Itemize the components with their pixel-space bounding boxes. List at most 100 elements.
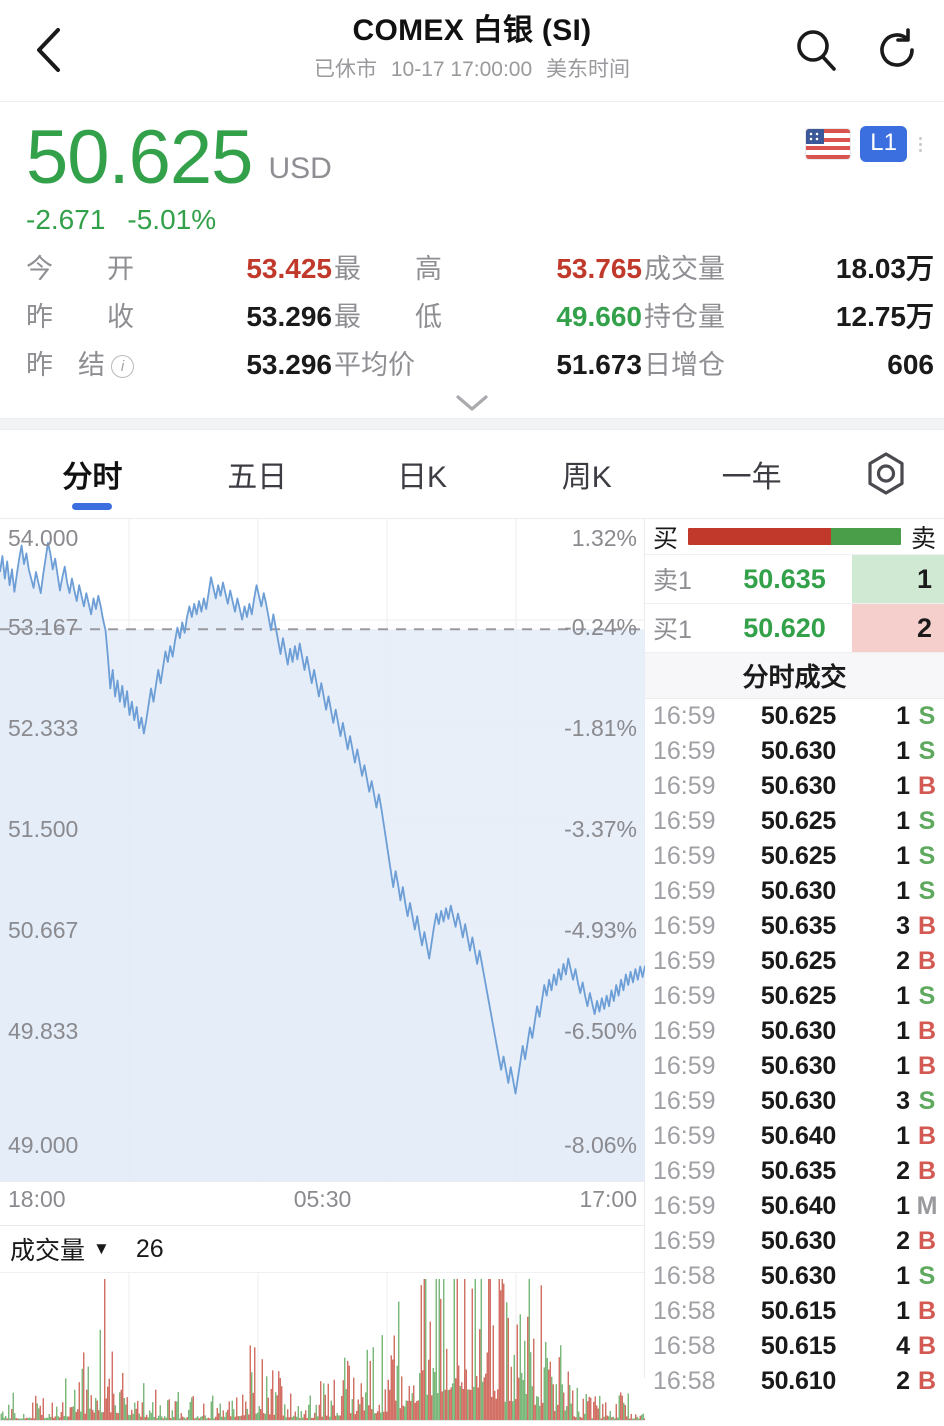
tick-row: 16:59 50.630 1 S xyxy=(645,874,944,909)
tick-row: 16:58 50.615 1 B xyxy=(645,1294,944,1329)
tick-row: 16:59 50.630 1 B xyxy=(645,1049,944,1084)
tick-time: 16:58 xyxy=(653,1332,716,1360)
tick-price: 50.640 xyxy=(760,1192,837,1220)
tick-row: 16:59 50.630 1 B xyxy=(645,769,944,804)
tick-time: 16:59 xyxy=(653,737,716,765)
price-change-pct: -5.01% xyxy=(127,204,217,235)
tick-qty: 1 xyxy=(896,1297,910,1325)
orderbook-row-bid[interactable]: 买1 50.620 2 xyxy=(645,604,944,653)
more-vertical-icon[interactable] xyxy=(917,136,922,152)
tick-qty: 1 xyxy=(896,982,910,1010)
back-button[interactable] xyxy=(24,26,72,74)
tick-time: 16:58 xyxy=(653,1297,716,1325)
chevron-down-icon xyxy=(456,395,488,411)
tick-price: 50.615 xyxy=(760,1297,837,1325)
ask-qty: 1 xyxy=(852,555,944,603)
search-button[interactable] xyxy=(788,22,844,78)
ratio-bar-buy xyxy=(688,528,831,545)
caret-down-icon[interactable]: ▼ xyxy=(93,1239,110,1258)
tick-time: 16:59 xyxy=(653,772,716,800)
tick-direction: S xyxy=(918,1087,936,1115)
tab-weeklyk[interactable]: 周K xyxy=(561,461,612,494)
tick-row: 16:58 50.610 2 B xyxy=(645,1364,944,1399)
tick-price: 50.630 xyxy=(760,1052,837,1080)
tab-dailyk[interactable]: 日K xyxy=(396,461,447,494)
page-title: COMEX 白银 (SI) xyxy=(352,14,592,47)
tick-price: 50.635 xyxy=(760,1157,837,1185)
tick-direction: B xyxy=(917,947,937,975)
stat-label: 平均价 xyxy=(334,350,415,380)
tick-qty: 1 xyxy=(896,1052,910,1080)
tick-qty: 1 xyxy=(896,1122,910,1150)
tick-price: 50.630 xyxy=(760,1227,837,1255)
tick-time: 16:59 xyxy=(653,1052,716,1080)
bid-price: 50.620 xyxy=(743,612,826,643)
price-change-abs: -2.671 xyxy=(26,204,106,235)
tab-fiveday[interactable]: 五日 xyxy=(227,461,288,494)
info-icon[interactable]: i xyxy=(111,355,134,379)
tick-time: 16:59 xyxy=(653,877,716,905)
tick-list-header[interactable]: 分时成交 xyxy=(645,653,944,699)
tick-direction: B xyxy=(917,1367,937,1395)
tick-direction: B xyxy=(917,912,937,940)
tick-direction: B xyxy=(917,1332,937,1360)
tab-timeshare[interactable]: 分时 xyxy=(10,430,175,518)
tick-row: 16:59 50.625 1 S xyxy=(645,979,944,1014)
tick-price: 50.625 xyxy=(760,982,837,1010)
ask-tag: 卖1 xyxy=(653,567,692,595)
buy-label: 买 xyxy=(653,524,679,553)
stat-label: 最高 xyxy=(334,254,442,284)
tab-oneyear[interactable]: 一年 xyxy=(721,461,782,494)
us-flag-icon xyxy=(806,129,851,159)
tick-direction: B xyxy=(917,1297,937,1325)
tick-row: 16:59 50.630 2 B xyxy=(645,1224,944,1259)
tick-time: 16:58 xyxy=(653,1367,716,1395)
price-chart[interactable]: 54.000 53.167 52.333 51.500 50.667 49.83… xyxy=(0,519,645,1181)
tick-price: 50.625 xyxy=(760,702,837,730)
tick-price: 50.610 xyxy=(760,1367,837,1395)
tick-qty: 1 xyxy=(896,772,910,800)
orderbook-panel: 买 卖 卖1 50.635 1 买1 50.620 2 分时成交 16:59 50… xyxy=(645,519,944,1395)
badge-group: L1 xyxy=(806,126,922,162)
chart-x-axis: 18:00 05:30 17:00 xyxy=(0,1181,645,1225)
tick-time: 16:59 xyxy=(653,1192,716,1220)
header-actions xyxy=(788,22,926,78)
tick-row: 16:59 50.625 1 S xyxy=(645,839,944,874)
orderbook-row-ask[interactable]: 卖1 50.635 1 xyxy=(645,555,944,604)
stat-label: 日增仓 xyxy=(644,350,725,380)
tick-qty: 1 xyxy=(896,842,910,870)
bid-qty: 2 xyxy=(852,604,944,652)
expand-stats-button[interactable] xyxy=(0,388,944,418)
tick-direction: B xyxy=(917,1017,937,1045)
tick-price: 50.630 xyxy=(760,877,837,905)
tick-direction: S xyxy=(918,877,936,905)
chart-settings-button[interactable] xyxy=(834,430,938,518)
ratio-bar-sell xyxy=(830,528,901,545)
volume-header[interactable]: 成交量 ▼ 26 xyxy=(0,1225,644,1273)
tick-qty: 1 xyxy=(896,877,910,905)
stat-value-open: 53.425 xyxy=(246,253,332,284)
tick-direction: S xyxy=(918,807,936,835)
refresh-button[interactable] xyxy=(870,22,926,78)
tick-time: 16:59 xyxy=(653,1227,716,1255)
chart-panel: 54.000 53.167 52.333 51.500 50.667 49.83… xyxy=(0,519,646,1421)
volume-chart xyxy=(0,1273,646,1421)
tick-row: 16:59 50.630 1 S xyxy=(645,734,944,769)
x-tick-label: 17:00 xyxy=(579,1186,637,1212)
tick-price: 50.625 xyxy=(760,842,837,870)
tick-qty: 1 xyxy=(896,1192,910,1220)
tick-direction: S xyxy=(918,702,936,730)
market-status: 已休市 xyxy=(314,58,377,81)
tick-list[interactable]: 16:59 50.625 1 S 16:59 50.630 1 S 16:59 50.630 1 B 1… xyxy=(645,699,944,1399)
last-price: 50.625 xyxy=(26,115,253,200)
tick-time: 16:59 xyxy=(653,1017,716,1045)
status-badge[interactable]: L1 xyxy=(860,126,907,162)
ratio-bar xyxy=(688,528,901,545)
tick-row: 16:58 50.615 4 B xyxy=(645,1329,944,1364)
tick-qty: 2 xyxy=(896,1227,910,1255)
tick-row: 16:59 50.630 3 S xyxy=(645,1084,944,1119)
market-status-line: 已休市 10-17 17:00:00 美东时间 xyxy=(0,54,944,86)
tick-direction: B xyxy=(917,1122,937,1150)
tick-price: 50.630 xyxy=(760,737,837,765)
